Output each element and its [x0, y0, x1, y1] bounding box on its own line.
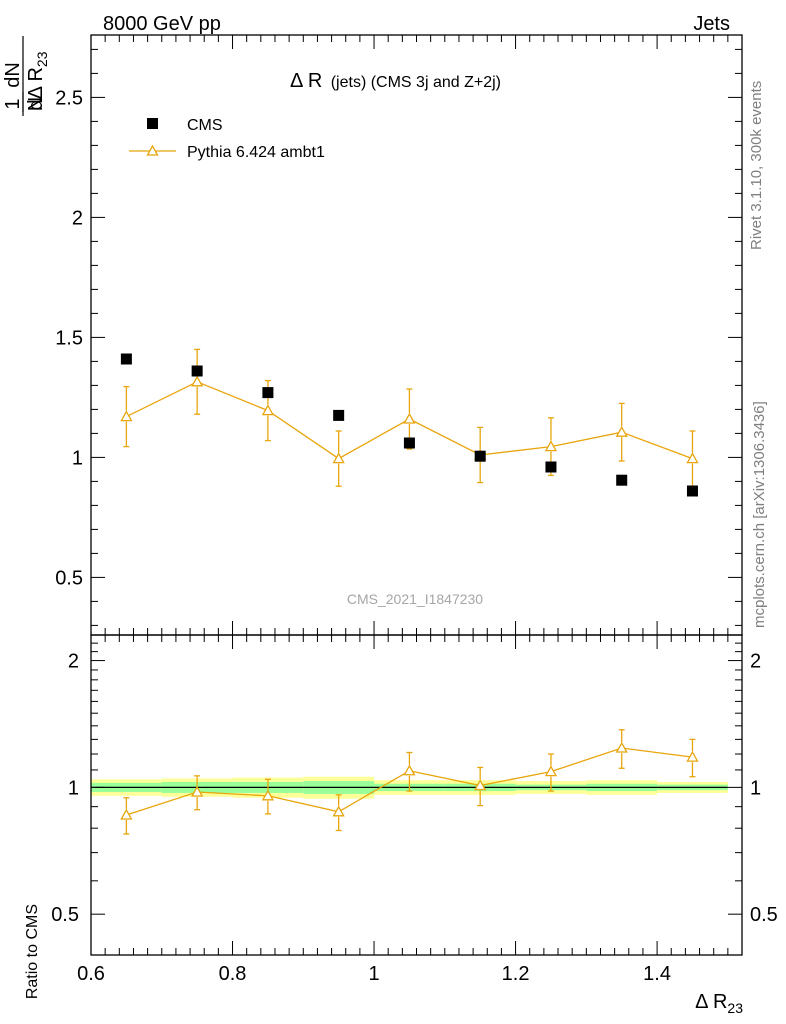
x-axis-label: Δ R23	[695, 991, 743, 1016]
main-y-tick-labels: 0.5 1 1.5 2 2.5	[55, 87, 83, 589]
ratio-y-tick-label-right: 0.5	[750, 904, 778, 926]
mc-point	[403, 412, 416, 424]
header-process-label: Jets	[693, 13, 730, 35]
x-tick-label: 1.4	[643, 963, 671, 985]
mcplots-label: mcplots.cern.ch [arXiv:1306.3436]	[751, 401, 768, 628]
y-label-n: N	[25, 97, 47, 111]
ratio-ticks	[90, 634, 742, 955]
y-tick-label: 1.5	[55, 327, 83, 349]
cms-data-point	[403, 437, 415, 449]
legend-pythia-marker	[146, 144, 159, 156]
mc-point	[332, 805, 345, 817]
rivet-version-label: Rivet 3.1.10, 300k events	[748, 81, 765, 250]
mc-point	[686, 452, 699, 464]
mc-point	[686, 750, 699, 762]
cms-data-point	[333, 409, 345, 421]
mc-point	[544, 765, 558, 777]
ratio-y-tick-label-right: 2	[750, 651, 761, 673]
main-data-layer	[120, 348, 699, 497]
legend-cms-marker	[147, 118, 158, 129]
ratio-data-layer	[120, 729, 699, 835]
mc-point	[332, 452, 345, 464]
y-label-d-delta-r: dΔ R23	[25, 51, 50, 110]
ratio-y-tick-label-left: 0.5	[51, 904, 79, 926]
cms-data-point	[191, 365, 203, 377]
ratio-frame	[90, 634, 743, 956]
x-tick-label: 1.2	[502, 963, 530, 985]
plot-title: Δ R (jets) (CMS 3j and Z+2j)	[290, 70, 501, 92]
cms-data-point	[686, 485, 698, 497]
mc-point	[615, 425, 628, 437]
mc-point	[120, 410, 133, 422]
y-label-d-delta-r-sub: 23	[34, 51, 50, 67]
cms-data-point	[474, 450, 486, 462]
legend-cms-label: CMS	[187, 117, 223, 134]
mc-point	[191, 375, 204, 387]
mc-point	[261, 404, 275, 416]
y-tick-label: 2	[72, 207, 83, 229]
mc-point	[615, 741, 628, 753]
ratio-y-tick-label-left: 1	[68, 777, 79, 799]
cms-data-point	[616, 474, 628, 486]
mc-point	[261, 789, 275, 801]
x-tick-label: 0.8	[219, 963, 247, 985]
y-tick-label: 0.5	[55, 567, 83, 589]
ratio-y-tick-label-right: 1	[750, 777, 761, 799]
mc-point	[403, 764, 416, 776]
y-label-d-delta-r-main: dΔ R	[25, 67, 47, 110]
cms-data-point	[120, 353, 132, 365]
legend-pythia-label: Pythia 6.424 ambt1	[187, 144, 325, 161]
main-y-axis-label: 1 N dN dΔ R23	[2, 36, 50, 116]
main-ticks	[90, 35, 742, 635]
plot-title-main: Δ R	[290, 70, 322, 92]
y-tick-label: 2.5	[55, 87, 83, 109]
y-label-one: 1	[2, 98, 24, 109]
cms-data-point	[262, 387, 274, 399]
main-panel: 0.5 1 1.5 2 2.5 Δ R (jets) (CMS 3j and Z+2j)…	[2, 34, 743, 636]
x-axis-label-sub: 23	[727, 1000, 743, 1016]
x-tick-label: 0.6	[77, 963, 105, 985]
mc-point	[544, 440, 558, 452]
x-tick-labels: 0.6 0.8 1 1.2 1.4	[77, 963, 671, 985]
plot-title-sub: (jets) (CMS 3j and Z+2j)	[331, 74, 501, 91]
legend: CMS Pythia 6.424 ambt1	[129, 117, 325, 161]
x-tick-label: 1	[368, 963, 379, 985]
header-energy-label: 8000 GeV pp	[103, 13, 221, 35]
mc-point	[120, 808, 133, 820]
cms-data-point	[545, 461, 557, 473]
ratio-y-tick-label-left: 2	[68, 651, 79, 673]
y-label-dn: dN	[2, 62, 24, 88]
ratio-panel: 0.5 0.5 1 1 2 2 0.6 0.8 1 1.2 1.4 Ratio to CMS Δ …	[24, 634, 778, 1016]
mc-point	[191, 785, 204, 797]
analysis-watermark: CMS_2021_I1847230	[347, 591, 483, 607]
x-axis-label-main: Δ R	[695, 991, 727, 1013]
ratio-y-axis-label: Ratio to CMS	[24, 904, 41, 999]
y-tick-label: 1	[72, 447, 83, 469]
ratio-y-tick-labels: 0.5 0.5 1 1 2 2	[51, 651, 778, 927]
mc-point	[474, 779, 487, 791]
